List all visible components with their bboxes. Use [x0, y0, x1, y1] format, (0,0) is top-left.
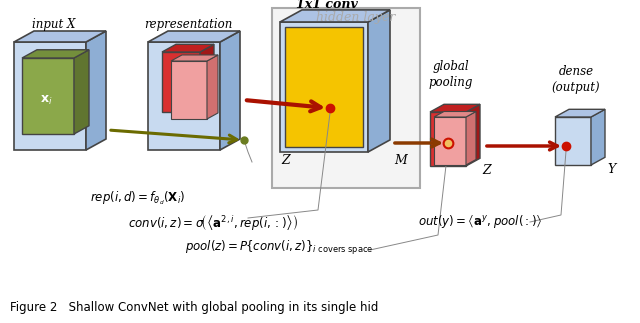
Polygon shape [14, 42, 86, 150]
Text: Figure 2   Shallow ConvNet with global pooling in its single hid: Figure 2 Shallow ConvNet with global poo… [10, 300, 378, 314]
Polygon shape [171, 61, 207, 119]
Text: $conv(i,z)=\sigma\!\left(\left\langle\mathbf{a}^{2,i},rep(i,:)\right\rangle\righ: $conv(i,z)=\sigma\!\left(\left\langle\ma… [128, 213, 298, 232]
Text: $rep(i,d)=f_{\theta_d}(\mathbf{X}_i)$: $rep(i,d)=f_{\theta_d}(\mathbf{X}_i)$ [90, 189, 186, 207]
Text: dense
(output): dense (output) [552, 65, 600, 94]
Polygon shape [434, 117, 466, 165]
Text: Z: Z [281, 154, 290, 167]
Polygon shape [555, 109, 605, 117]
Text: $\mathbf{x}_i$: $\mathbf{x}_i$ [40, 93, 52, 107]
Polygon shape [171, 55, 218, 61]
Polygon shape [148, 31, 240, 42]
Polygon shape [14, 31, 106, 42]
Polygon shape [555, 117, 591, 165]
Polygon shape [162, 52, 200, 112]
Polygon shape [591, 109, 605, 165]
Polygon shape [220, 31, 240, 150]
Polygon shape [430, 112, 466, 166]
Text: representation: representation [144, 18, 232, 31]
Polygon shape [466, 104, 480, 166]
Text: Z: Z [482, 164, 491, 177]
Text: M: M [394, 154, 407, 167]
Bar [272, 8, 420, 188]
Polygon shape [434, 111, 476, 117]
Text: global
pooling: global pooling [429, 60, 473, 89]
Polygon shape [22, 50, 89, 58]
Polygon shape [200, 44, 214, 112]
Polygon shape [280, 10, 390, 22]
Polygon shape [22, 58, 74, 134]
Polygon shape [466, 111, 476, 165]
Text: $pool(z)=P\!\left\{conv(i,z)\right\}_{i\ \mathrm{covers\ space}}$: $pool(z)=P\!\left\{conv(i,z)\right\}_{i\… [185, 239, 373, 257]
Polygon shape [430, 104, 480, 112]
Polygon shape [280, 22, 368, 152]
Polygon shape [162, 44, 214, 52]
Polygon shape [285, 27, 363, 147]
Text: input X: input X [32, 18, 76, 31]
Polygon shape [148, 42, 220, 150]
Text: 1x1 conv: 1x1 conv [296, 0, 358, 11]
Text: Y: Y [607, 163, 615, 176]
Polygon shape [207, 55, 218, 119]
Polygon shape [86, 31, 106, 150]
Polygon shape [368, 10, 390, 152]
Text: $out(y)=\left\langle\mathbf{a}^{y},pool(:)\right\rangle$: $out(y)=\left\langle\mathbf{a}^{y},pool(… [418, 214, 543, 231]
Text: hidden layer: hidden layer [316, 11, 396, 24]
Polygon shape [74, 50, 89, 134]
